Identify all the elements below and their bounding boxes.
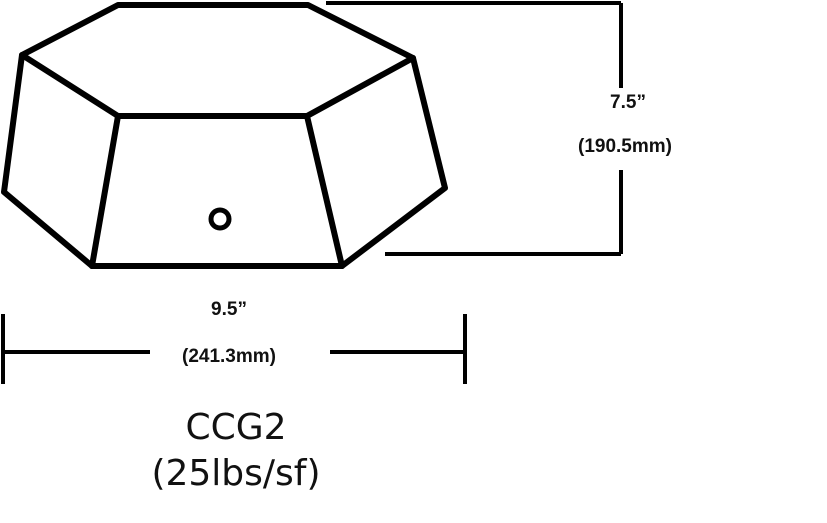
front-right-edge xyxy=(304,113,345,269)
drain-hole-icon xyxy=(208,207,232,231)
hexagon-planter-shape xyxy=(1,2,448,269)
model-name: CCG2 xyxy=(185,407,286,448)
width-mm-label: (241.3mm) xyxy=(182,346,276,367)
width-inches-label: 9.5” xyxy=(211,299,247,320)
height-mm-label: (190.5mm) xyxy=(578,136,672,157)
left-side-edge xyxy=(1,52,95,269)
right-side-edge xyxy=(339,55,448,269)
height-inches-label: 7.5” xyxy=(610,92,646,113)
load-rating: (25lbs/sf) xyxy=(151,453,320,494)
height-dimension xyxy=(326,1,623,256)
front-left-edge xyxy=(89,113,121,269)
width-dimension xyxy=(1,314,467,384)
top-face-outline xyxy=(19,2,416,119)
